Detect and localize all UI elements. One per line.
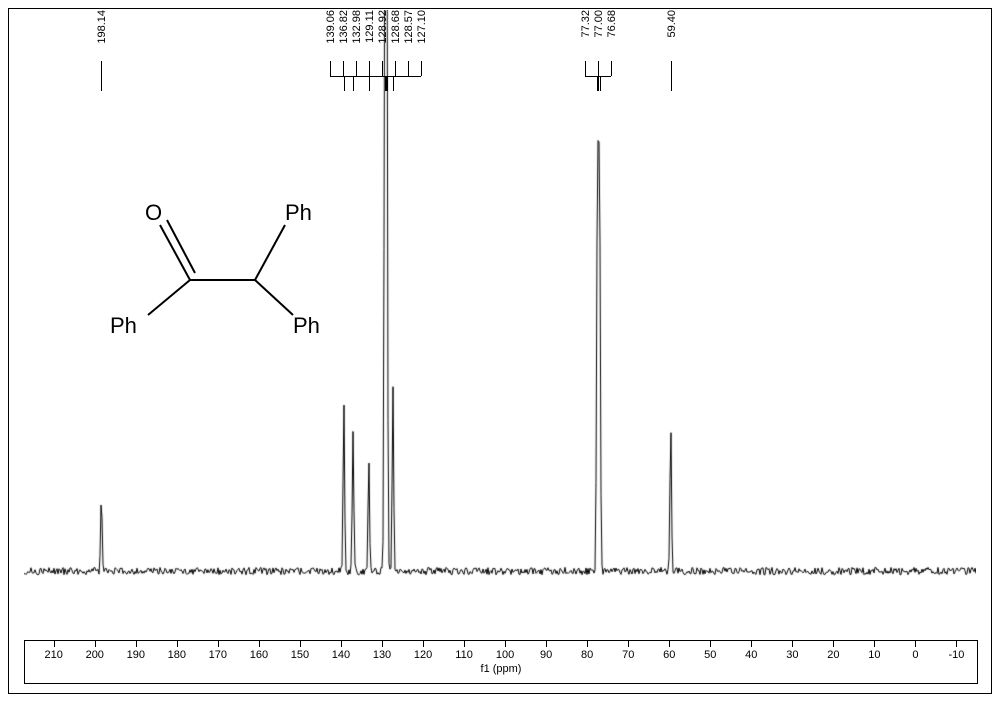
x-tick-label: 200: [86, 649, 104, 661]
x-axis-box: f1 (ppm) 2102001901801701601501401301201…: [24, 640, 978, 684]
peak-stem: [353, 76, 354, 91]
peak-stem: [395, 61, 396, 76]
x-tick: [792, 641, 793, 647]
x-tick-label: 30: [786, 649, 798, 661]
peak-label: 128.68: [390, 10, 402, 44]
peak-stem: [671, 61, 672, 76]
x-tick: [546, 641, 547, 647]
x-tick-label: 190: [127, 649, 145, 661]
x-tick: [54, 641, 55, 647]
x-tick: [833, 641, 834, 647]
atom-ph-right: Ph: [293, 313, 320, 338]
x-tick-label: 120: [414, 649, 432, 661]
peak-stem: [671, 76, 672, 91]
peak-label: 128.92: [377, 10, 389, 44]
peak-label: 127.10: [416, 10, 428, 44]
peak-stem: [369, 61, 370, 76]
x-tick: [341, 641, 342, 647]
atom-ph-top: Ph: [285, 200, 312, 225]
x-tick: [177, 641, 178, 647]
x-tick-label: 100: [496, 649, 514, 661]
x-tick-label: 90: [540, 649, 552, 661]
molecule-structure: O Ph Ph Ph: [90, 170, 340, 350]
peak-label: 132.98: [351, 10, 363, 44]
x-tick-label: 40: [745, 649, 757, 661]
x-tick: [136, 641, 137, 647]
x-tick-label: 160: [250, 649, 268, 661]
x-tick-label: 130: [373, 649, 391, 661]
x-tick-label: 0: [912, 649, 918, 661]
x-tick-label: 70: [622, 649, 634, 661]
peak-label: 129.11: [364, 10, 376, 43]
peak-label: 77.32: [580, 10, 592, 38]
x-tick: [382, 641, 383, 647]
peak-stem: [387, 76, 388, 91]
peak-label: 136.82: [338, 10, 350, 44]
peak-stem: [101, 61, 102, 76]
x-tick: [710, 641, 711, 647]
x-tick-label: 210: [45, 649, 63, 661]
x-tick: [956, 641, 957, 647]
peak-label: 139.06: [325, 10, 337, 44]
peak-stem: [611, 61, 612, 76]
peak-stem: [101, 76, 102, 91]
peak-label: 77.00: [593, 10, 605, 38]
x-tick-label: 20: [827, 649, 839, 661]
peak-stem: [600, 76, 601, 91]
peak-stem: [393, 76, 394, 91]
atom-ph-left: Ph: [110, 313, 137, 338]
x-tick-label: 150: [291, 649, 309, 661]
x-tick-label: 10: [868, 649, 880, 661]
x-tick: [874, 641, 875, 647]
x-tick: [751, 641, 752, 647]
x-tick: [423, 641, 424, 647]
x-tick-label: 50: [704, 649, 716, 661]
x-tick: [464, 641, 465, 647]
x-tick-label: 180: [168, 649, 186, 661]
x-tick-label: 110: [455, 649, 473, 661]
peak-stem: [585, 61, 586, 76]
x-tick-label: -10: [949, 649, 965, 661]
peak-stem: [598, 61, 599, 76]
x-tick: [587, 641, 588, 647]
peak-stem: [330, 61, 331, 76]
x-tick: [95, 641, 96, 647]
x-tick: [669, 641, 670, 647]
x-tick-label: 140: [332, 649, 350, 661]
x-tick: [915, 641, 916, 647]
peak-label: 198.14: [96, 10, 108, 44]
peak-stem: [382, 61, 383, 76]
peak-label: 59.40: [666, 10, 678, 38]
peak-stem: [408, 61, 409, 76]
x-tick: [300, 641, 301, 647]
peak-stem: [421, 61, 422, 76]
x-tick: [218, 641, 219, 647]
x-tick: [259, 641, 260, 647]
x-axis-label: f1 (ppm): [481, 663, 522, 675]
atom-o: O: [145, 200, 162, 225]
peak-label: 128.57: [403, 10, 415, 44]
peak-stem: [343, 61, 344, 76]
x-tick: [628, 641, 629, 647]
peak-stem: [369, 76, 370, 91]
x-tick: [505, 641, 506, 647]
peak-label: 76.68: [606, 10, 618, 38]
peak-stem: [356, 61, 357, 76]
x-tick-label: 60: [663, 649, 675, 661]
peak-stem: [344, 76, 345, 91]
x-tick-label: 80: [581, 649, 593, 661]
x-tick-label: 170: [209, 649, 227, 661]
